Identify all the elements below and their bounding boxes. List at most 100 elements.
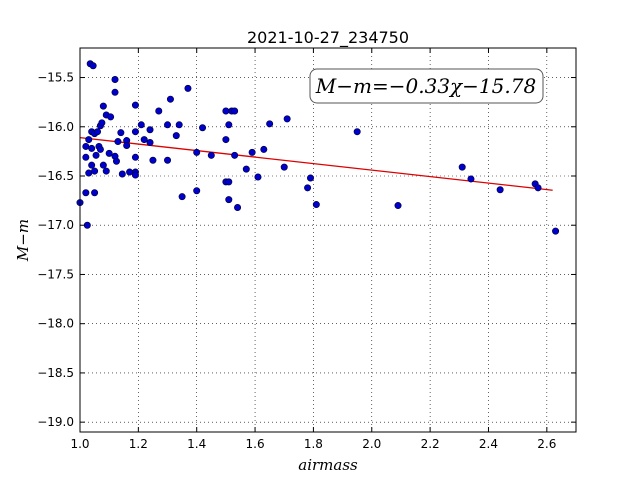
data-point (91, 189, 99, 197)
y-tick-label: −18.0 (37, 317, 74, 331)
fit-line (79, 136, 553, 191)
data-point (107, 113, 115, 121)
data-point (99, 102, 107, 110)
data-point (231, 151, 239, 159)
fit-equation-frame (309, 68, 544, 104)
y-tick-label: −15.5 (37, 71, 74, 85)
data-point (92, 151, 100, 159)
x-tick-label: 2.0 (362, 437, 381, 451)
data-point (552, 227, 560, 235)
data-point (467, 175, 475, 183)
y-tick-label: −17.5 (37, 267, 74, 281)
fit-equation-box: M−m=−0.33χ−15.78 (309, 68, 544, 104)
data-point (114, 138, 122, 146)
data-point (225, 196, 233, 204)
data-point (126, 168, 134, 176)
data-point (178, 193, 186, 201)
data-point (82, 142, 90, 150)
data-point (248, 148, 256, 156)
y-tick-label: −19.0 (37, 415, 74, 429)
data-point (89, 62, 97, 70)
data-point (266, 120, 274, 128)
data-point (105, 149, 113, 157)
x-tick-label: 2.2 (421, 437, 440, 451)
data-points (76, 60, 560, 235)
data-point (83, 221, 91, 229)
data-point (123, 141, 131, 149)
data-point (85, 169, 93, 177)
data-point (534, 184, 542, 192)
data-point (222, 136, 230, 144)
data-point (242, 165, 250, 173)
data-point (94, 128, 102, 136)
x-tick-label: 2.6 (537, 437, 556, 451)
data-point (117, 129, 125, 137)
data-point (111, 88, 119, 96)
data-point (394, 202, 402, 210)
y-tick-label: −16.5 (37, 169, 74, 183)
data-point (280, 163, 288, 171)
data-point (166, 95, 174, 103)
axis-ticks (79, 48, 576, 432)
y-tick-labels: −15.5 −16.0 −16.5 −17.0 −17.5 −18.0 −18.5 −19.0 (37, 71, 74, 430)
grid-lines (79, 48, 576, 432)
data-point (99, 161, 107, 169)
data-point (137, 121, 145, 129)
data-point (353, 128, 361, 136)
data-point (88, 144, 96, 152)
data-point (164, 121, 172, 129)
x-tick-labels: 1.0 1.2 1.4 1.6 1.8 2.0 2.2 2.4 2.6 (70, 437, 556, 451)
data-point (131, 128, 139, 136)
chart-title: 2021-10-27_234750 (247, 28, 409, 48)
data-point (312, 201, 320, 209)
data-point (304, 184, 312, 192)
data-point (88, 161, 96, 169)
data-point (207, 151, 215, 159)
data-point (140, 136, 148, 144)
data-point (146, 126, 154, 134)
data-point (260, 145, 268, 153)
data-point (131, 171, 139, 179)
data-point (234, 204, 242, 212)
data-point (225, 121, 233, 129)
y-axis-label: M−m (14, 219, 32, 262)
data-point (82, 189, 90, 197)
data-point (496, 186, 504, 194)
data-point (193, 148, 201, 156)
data-point (175, 121, 183, 129)
x-tick-label: 1.6 (246, 437, 265, 451)
data-point (231, 107, 239, 115)
x-tick-label: 1.4 (187, 437, 206, 451)
data-point (131, 153, 139, 161)
data-point (155, 107, 163, 115)
data-point (184, 84, 192, 92)
x-tick-label: 2.4 (479, 437, 498, 451)
fit-equation-text: M−m=−0.33χ−15.78 (315, 74, 536, 98)
y-tick-label: −17.0 (37, 218, 74, 232)
data-point (85, 136, 93, 144)
x-axis-label: airmass (298, 456, 358, 474)
x-tick-label: 1.2 (129, 437, 148, 451)
data-point (98, 119, 106, 127)
fit-line-group (79, 136, 553, 191)
plot-area (80, 48, 576, 432)
data-point (96, 145, 104, 153)
data-point (254, 173, 262, 181)
data-point (146, 139, 154, 147)
x-tick-label: 1.8 (304, 437, 323, 451)
data-point (149, 156, 157, 164)
y-tick-label: −18.5 (37, 366, 74, 380)
data-point (172, 132, 180, 140)
data-point (112, 157, 120, 165)
x-tick-label: 1.0 (70, 437, 89, 451)
data-point (193, 187, 201, 195)
data-point (131, 101, 139, 109)
plot-frame (79, 47, 577, 433)
data-point (164, 156, 172, 164)
data-point (111, 76, 119, 84)
data-point (82, 153, 90, 161)
data-point (222, 107, 230, 115)
y-tick-label: −16.0 (37, 120, 74, 134)
data-point (306, 174, 314, 182)
